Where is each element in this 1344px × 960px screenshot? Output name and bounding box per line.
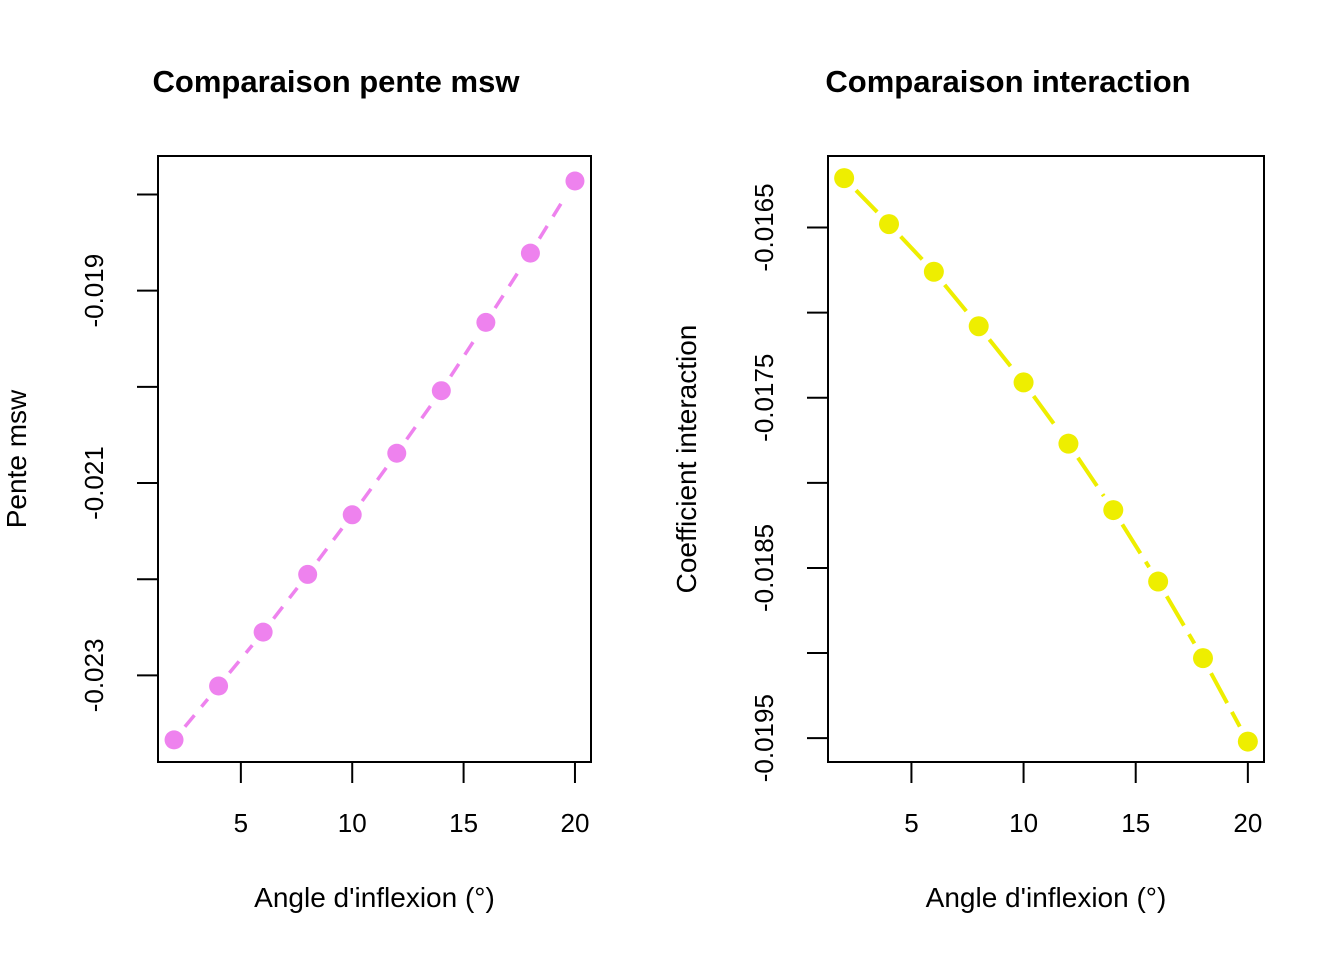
data-point xyxy=(1013,372,1034,393)
plot-box xyxy=(157,155,592,763)
data-point xyxy=(164,730,184,750)
data-point xyxy=(387,443,407,463)
series-line-segment xyxy=(272,586,299,620)
series-line-segment xyxy=(405,403,433,441)
x-tick-label: 20 xyxy=(561,808,590,838)
data-point xyxy=(342,505,362,525)
y-axis-title: Coefficient interaction xyxy=(671,325,702,594)
series-line-segment xyxy=(987,338,1015,371)
x-axis-title: Angle d'inflexion (°) xyxy=(926,882,1167,913)
series-line-segment xyxy=(228,644,254,675)
data-point xyxy=(298,564,318,584)
series-line-segment xyxy=(1120,523,1151,569)
series-line-segment xyxy=(493,266,523,310)
x-tick-label: 10 xyxy=(1009,808,1038,838)
data-point xyxy=(565,171,585,191)
data-point xyxy=(1058,433,1079,454)
series-line-segment xyxy=(449,335,479,378)
data-point xyxy=(209,676,229,696)
y-axis-title: Pente msw xyxy=(1,389,32,528)
data-point xyxy=(520,243,540,263)
data-point xyxy=(968,316,989,337)
series-line-segment xyxy=(316,527,344,562)
data-point xyxy=(834,168,855,189)
chart-title: Comparaison pente msw xyxy=(153,64,521,99)
data-point xyxy=(1192,648,1213,669)
series-line-segment xyxy=(854,188,879,214)
series-line-segment xyxy=(1165,595,1197,645)
x-tick-label: 5 xyxy=(904,808,918,838)
data-point xyxy=(431,381,451,401)
data-point xyxy=(1148,571,1169,592)
data-point xyxy=(253,622,273,642)
y-tick-label: -0.0165 xyxy=(749,183,779,271)
x-tick-label: 20 xyxy=(1233,808,1262,838)
chart-panel-pente-msw: 5 10 15 20 -0.019 -0.021 -0.023 Comparaison pen… xyxy=(1,64,592,913)
series-line-segment xyxy=(1076,456,1106,498)
x-tick-label: 15 xyxy=(449,808,478,838)
data-point xyxy=(1103,500,1124,521)
series-line-segment xyxy=(943,283,970,315)
data-point xyxy=(476,312,496,332)
y-tick-label: -0.0175 xyxy=(749,354,779,442)
series-line-segment xyxy=(360,465,389,503)
data-point xyxy=(1237,731,1258,752)
x-axis-title: Angle d'inflexion (°) xyxy=(254,882,495,913)
series-line-segment xyxy=(899,235,924,261)
series-line-segment xyxy=(537,194,568,240)
y-tick-label: -0.0195 xyxy=(749,694,779,782)
data-point xyxy=(923,261,944,282)
series-line-segment xyxy=(183,697,210,728)
x-tick-label: 10 xyxy=(338,808,367,838)
y-tick-label: -0.019 xyxy=(79,254,109,328)
x-tick-label: 15 xyxy=(1121,808,1150,838)
chart-panel-interaction: 5 10 15 20 -0.0165 -0.0175 -0.0185 -0.0195 Compa… xyxy=(671,64,1265,913)
chart-title: Comparaison interaction xyxy=(825,64,1190,99)
x-tick-label: 5 xyxy=(234,808,248,838)
data-point xyxy=(879,214,900,235)
y-tick-label: -0.021 xyxy=(79,446,109,520)
y-tick-label: -0.0185 xyxy=(749,524,779,612)
series-line-segment xyxy=(1209,672,1242,728)
plot-box xyxy=(827,155,1265,763)
series-line-segment xyxy=(1031,394,1061,432)
y-tick-label: -0.023 xyxy=(79,639,109,713)
